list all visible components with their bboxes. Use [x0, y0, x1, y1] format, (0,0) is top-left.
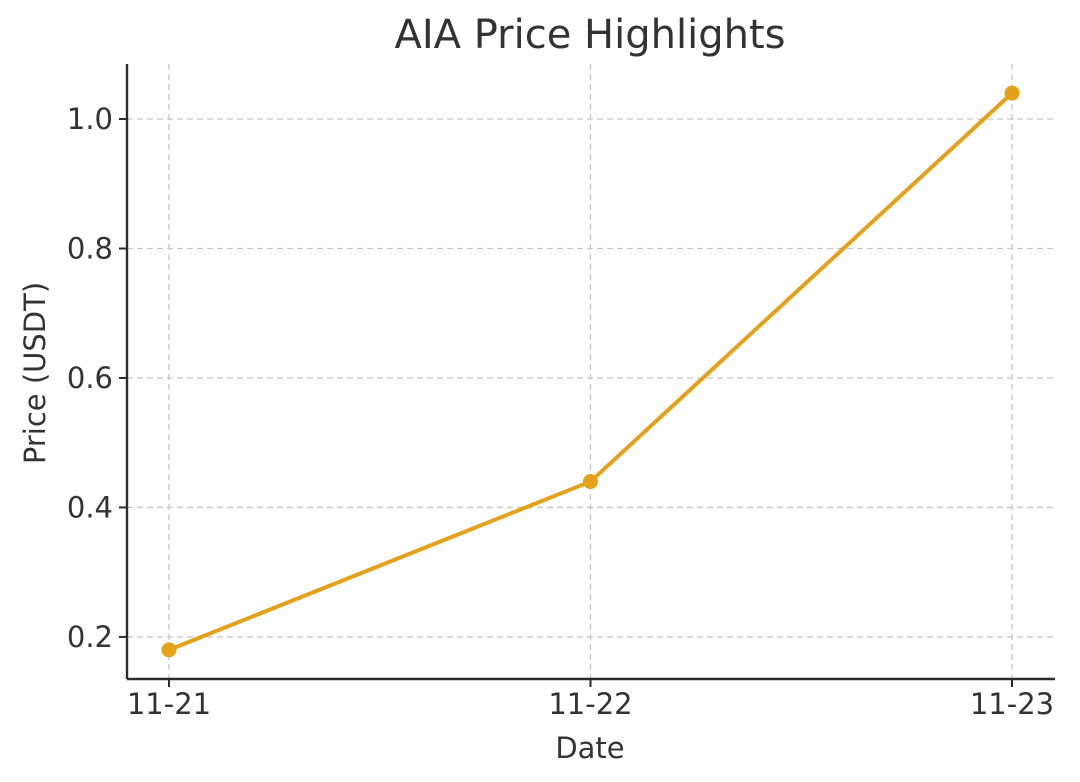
- y-tick-label: 0.8: [67, 232, 113, 266]
- y-axis-label: Price (USDT): [18, 282, 52, 464]
- y-tick-label: 0.6: [67, 361, 113, 395]
- y-tick-label: 0.2: [67, 620, 113, 654]
- data-point: [1004, 85, 1020, 101]
- tick-labels: 0.2 0.4 0.6 0.8 1.0 11-21 11-22 11-23: [67, 102, 1054, 721]
- y-tick-label: 1.0: [67, 102, 113, 136]
- grid-lines: [127, 64, 1055, 679]
- data-point: [161, 642, 177, 658]
- data-point: [583, 474, 598, 490]
- x-tick-label: 11-23: [970, 687, 1054, 721]
- x-tick-label: 11-21: [127, 687, 211, 721]
- chart-title: AIA Price Highlights: [395, 12, 786, 58]
- x-axis-label: Date: [555, 731, 624, 765]
- x-tick-label: 11-22: [548, 687, 632, 721]
- y-tick-label: 0.4: [67, 490, 113, 524]
- series-layer: [161, 85, 1020, 658]
- axes: [119, 64, 1055, 687]
